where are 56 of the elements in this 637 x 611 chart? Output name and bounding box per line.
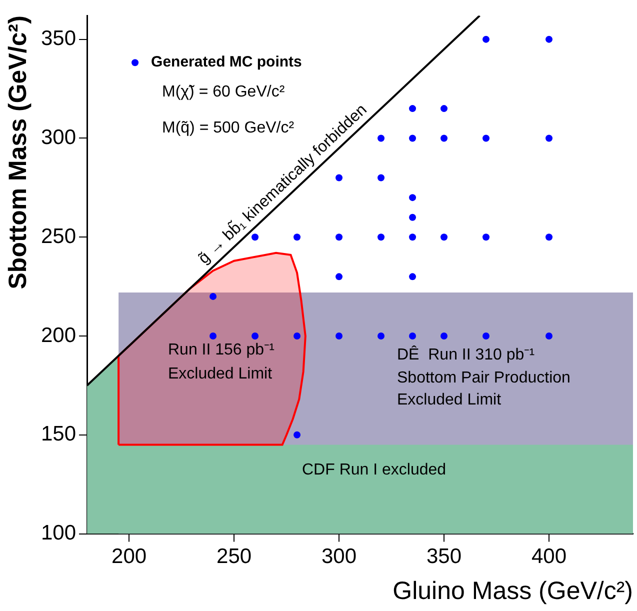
y-tick-label: 200 [40, 324, 76, 347]
x-tick-label: 300 [321, 545, 357, 568]
y-tick-label: 150 [40, 422, 76, 446]
point [409, 214, 416, 221]
annotation: Sbottom Pair Production [397, 369, 570, 386]
y-tick-label: 350 [40, 27, 76, 50]
point [378, 174, 385, 182]
x-tick-label: 200 [112, 545, 147, 568]
point [252, 234, 259, 241]
point [482, 332, 490, 340]
y-axis-title: Sbottom Mass (GeV/c²) [4, 16, 32, 290]
annotation: M(q̃) = 500 GeV/c² [162, 119, 295, 136]
x-tick-label: 400 [531, 545, 567, 568]
point [409, 234, 416, 241]
y-tick-label: 300 [40, 126, 76, 150]
point [440, 105, 448, 112]
annotation: CDF Run I excluded [302, 461, 446, 478]
annotation: Excluded Limit [397, 391, 502, 408]
point [336, 332, 343, 340]
point [482, 234, 490, 241]
point [546, 134, 553, 142]
point [336, 234, 343, 241]
point [294, 234, 301, 241]
point [252, 332, 259, 340]
annotation: Run II 156 pb⁻¹ [168, 341, 274, 358]
point [482, 134, 490, 142]
point [378, 234, 385, 241]
annotation: DÊ Run II 310 pb⁻¹ [397, 345, 535, 364]
point [440, 234, 448, 241]
y-tick-label: 100 [40, 522, 76, 545]
point [409, 134, 416, 142]
point [210, 292, 217, 300]
annotation: Excluded Limit [168, 365, 273, 382]
point [546, 36, 553, 43]
point [546, 234, 553, 241]
point [409, 273, 416, 280]
point [336, 174, 343, 182]
point [294, 332, 301, 340]
point [440, 332, 448, 340]
point [409, 194, 416, 202]
point [378, 134, 385, 142]
x-tick-label: 250 [216, 545, 252, 568]
point [409, 105, 416, 112]
point [294, 431, 301, 438]
point [210, 332, 217, 340]
point [378, 332, 385, 340]
annotation: M(χ̃) = 60 GeV/c² [162, 83, 286, 100]
point [440, 134, 448, 142]
legend-label: Generated MC points [151, 54, 302, 71]
x-tick-label: 350 [426, 545, 462, 568]
point [336, 273, 343, 280]
point [546, 332, 553, 340]
x-axis-title: Gluino Mass (GeV/c²) [392, 576, 633, 605]
point [482, 36, 490, 43]
point [409, 332, 416, 340]
y-tick-label: 250 [40, 224, 76, 248]
